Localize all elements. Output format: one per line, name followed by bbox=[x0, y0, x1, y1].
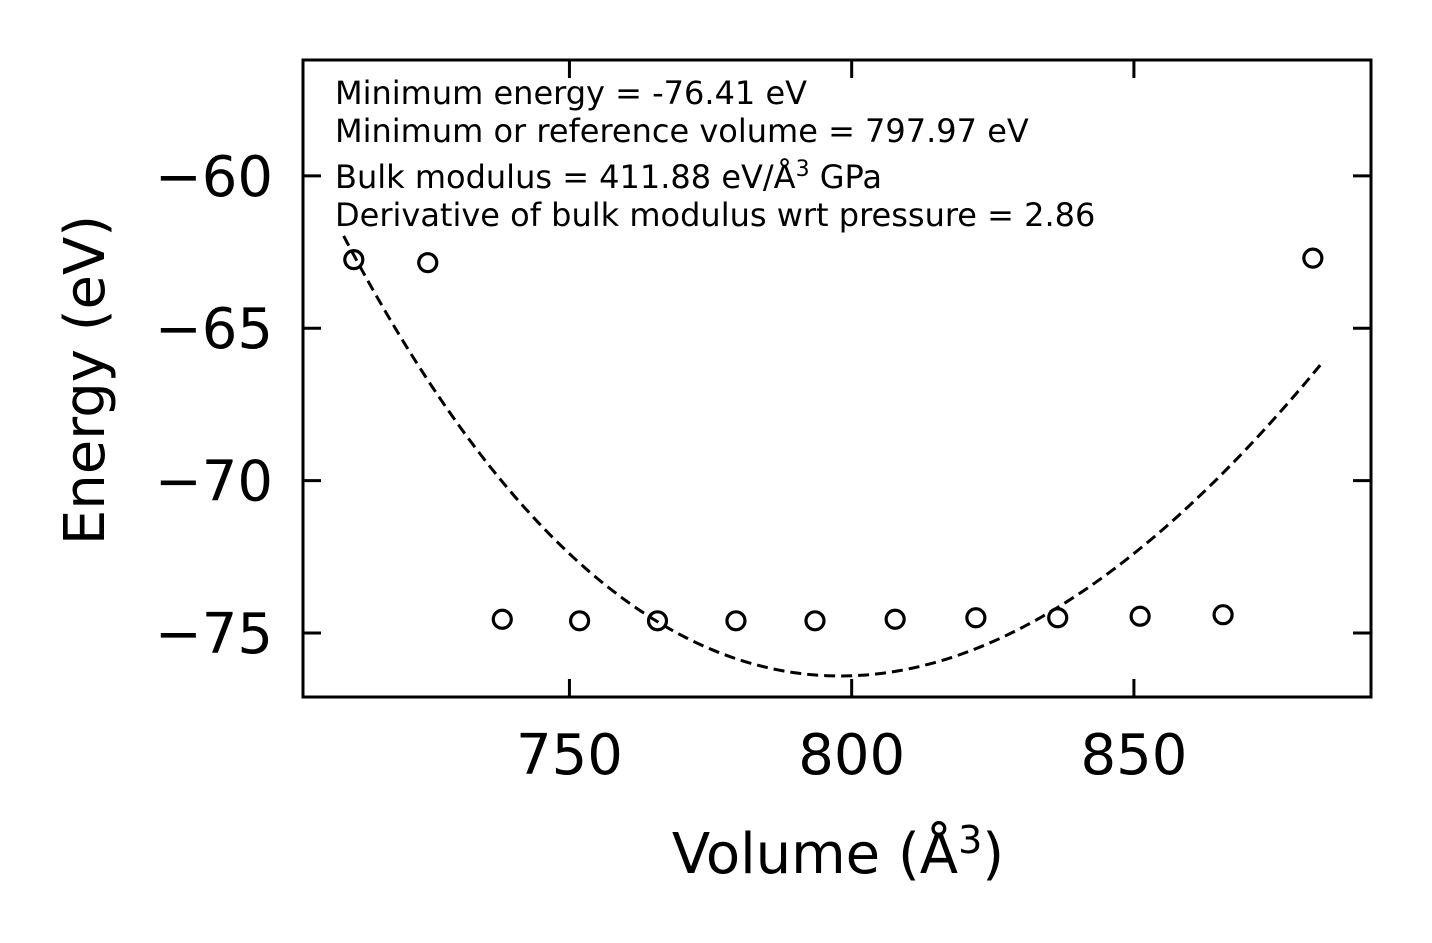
y-tick-label-75: −75 bbox=[155, 602, 273, 667]
axis-ticks: 750 800 850 −60 −65 −70 −75 bbox=[155, 60, 1371, 788]
fit-curve-layer bbox=[342, 235, 1322, 678]
y-tick-label-65: −65 bbox=[155, 297, 273, 362]
data-point-1 bbox=[343, 249, 365, 271]
plot-area bbox=[301, 58, 1373, 699]
data-point-11 bbox=[1129, 605, 1151, 627]
x-tick-label-750: 750 bbox=[516, 723, 623, 788]
data-point-12 bbox=[1212, 604, 1234, 626]
data-points-layer bbox=[343, 247, 1324, 632]
data-point-13 bbox=[1302, 247, 1324, 269]
x-axis-label: Volume (Å3) bbox=[672, 818, 1004, 887]
annotation-bulk-derivative: Derivative of bulk modulus wrt pressure … bbox=[335, 196, 1095, 234]
y-tick-label-70: −70 bbox=[155, 450, 273, 515]
x-tick-label-850: 850 bbox=[1080, 723, 1187, 788]
annotation-min-energy: Minimum energy = -76.41 eV bbox=[335, 74, 807, 112]
x-axis-label-suffix: ) bbox=[982, 822, 1004, 887]
x-axis-label-text: Volume (Å bbox=[672, 821, 958, 887]
y-tick-label-60: −60 bbox=[155, 145, 273, 210]
data-point-4 bbox=[568, 610, 591, 632]
annotation-block: Minimum energy = -76.41 eV Minimum or re… bbox=[335, 74, 1095, 234]
data-point-5 bbox=[646, 610, 669, 632]
data-point-9 bbox=[965, 607, 987, 629]
data-point-10 bbox=[1047, 607, 1069, 629]
data-point-7 bbox=[804, 610, 826, 632]
x-tick-label-800: 800 bbox=[798, 723, 905, 788]
annotation-bulk-modulus-text: Bulk modulus = 411.88 eV/Å bbox=[335, 158, 796, 196]
annotation-bulk-modulus-sup: 3 bbox=[796, 157, 810, 182]
annotation-bulk-modulus-suffix: GPa bbox=[810, 158, 882, 196]
fit-curve bbox=[342, 235, 1322, 678]
data-point-8 bbox=[884, 608, 906, 630]
plot-border bbox=[301, 58, 1373, 699]
annotation-bulk-modulus: Bulk modulus = 411.88 eV/Å3 GPa bbox=[335, 157, 882, 196]
data-point-6 bbox=[725, 610, 747, 632]
data-point-2 bbox=[417, 252, 439, 274]
x-axis-label-sup: 3 bbox=[958, 818, 982, 862]
data-point-3 bbox=[491, 608, 513, 630]
y-axis-label: Energy (eV) bbox=[53, 215, 118, 545]
annotation-ref-volume: Minimum or reference volume = 797.97 eV bbox=[335, 112, 1029, 150]
